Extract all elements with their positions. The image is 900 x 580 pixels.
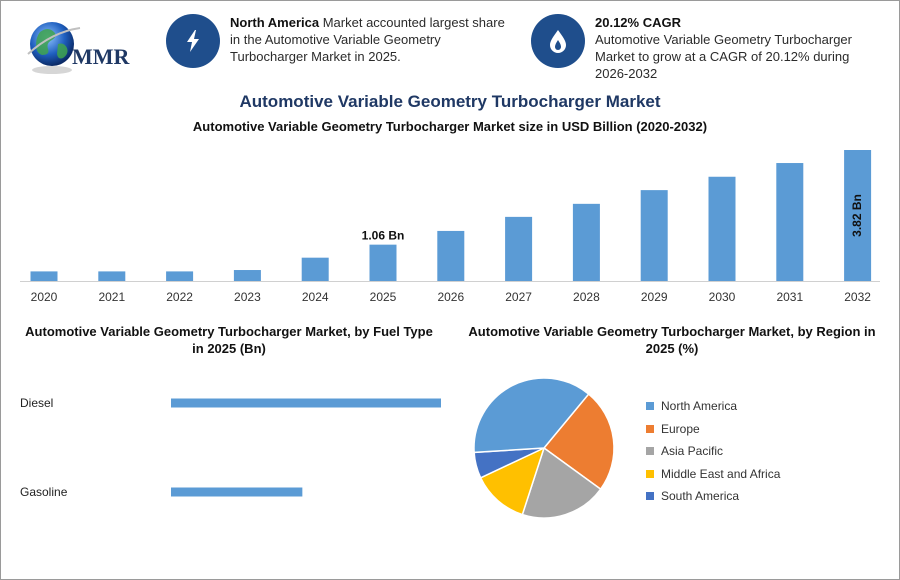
x-tick-label: 2027 [505,290,532,304]
info-card-body: Market accounted largest share in the Au… [230,15,505,64]
pie-slice-europe [542,393,615,491]
x-tick-label: 2024 [302,290,329,304]
x-tick-label: 2021 [98,290,125,304]
pie-slice-middle-east-and-africa [479,446,546,516]
bar-2032 [844,150,872,281]
x-tick-label: 2020 [31,290,58,304]
x-tick-label: 2026 [437,290,464,304]
legend-label: Middle East and Africa [661,466,781,481]
globe-icon [27,22,81,74]
pie-slice-north-america [473,377,590,454]
bar-2025 [369,244,397,281]
bar-2020 [30,271,58,281]
market-size-chart-title: Automotive Variable Geometry Turbocharge… [192,119,708,134]
bar-2026 [437,230,465,281]
legend-swatch [646,402,654,411]
category-label: Diesel [20,396,53,410]
mmr-logo: MMR [27,22,131,74]
info-card-highlight: North America [230,15,320,30]
bar-diesel [171,398,441,408]
region-legend: North America Europe Asia Pacific Middle Ea… [646,395,780,508]
bar-2031 [776,163,804,281]
legend-label: Asia Pacific [661,444,724,459]
bar-2024 [301,257,329,281]
data-label: 1.06 Bn [362,229,405,243]
x-tick-label: 2023 [234,290,261,304]
info-card-body: Automotive Variable Geometry Turbocharge… [595,32,852,81]
category-label: Gasoline [20,485,68,499]
x-tick-label: 2032 [844,290,871,304]
legend-item: Middle East and Africa [646,463,780,486]
legend-item: Asia Pacific [646,440,780,463]
lightning-bolt-icon [166,14,220,68]
x-tick-label: 2025 [370,290,397,304]
info-card-text: 20.12% CAGR Automotive Variable Geometry… [595,14,881,82]
legend-item: Europe [646,418,780,441]
legend-swatch [646,469,654,478]
bar-gasoline [171,487,303,497]
bar-2027 [505,216,533,281]
legend-label: North America [661,399,738,414]
legend-swatch [646,424,654,433]
region-chart-title: Automotive Variable Geometry Turbocharge… [468,324,876,356]
main-title: Automotive Variable Geometry Turbocharge… [239,92,661,111]
legend-item: South America [646,485,780,508]
info-card-highlight: 20.12% CAGR [595,15,681,30]
bar-2029 [640,190,668,281]
bar-2028 [572,203,600,281]
legend-swatch [646,492,654,501]
logo-text: MMR [72,44,131,69]
north-america-info-card: North America Market accounted largest s… [166,14,506,68]
bar-2022 [166,271,194,281]
legend-label: South America [661,489,740,504]
bar-2030 [708,176,736,281]
legend-item: North America [646,395,780,418]
pie-slice-asia-pacific [521,446,602,519]
x-tick-label: 2030 [709,290,736,304]
bar-2023 [233,270,261,281]
x-tick-label: 2028 [573,290,600,304]
info-card-text: North America Market accounted largest s… [230,14,506,65]
flame-drop-icon [531,14,585,68]
cagr-info-card: 20.12% CAGR Automotive Variable Geometry… [531,14,881,82]
x-tick-label: 2029 [641,290,668,304]
bar-2021 [98,271,126,281]
x-tick-label: 2031 [776,290,803,304]
data-label: 3.82 Bn [850,194,864,237]
legend-label: Europe [661,421,700,436]
x-tick-label: 2022 [166,290,193,304]
fuel-type-chart-title: Automotive Variable Geometry Turbocharge… [25,324,433,356]
legend-swatch [646,447,654,456]
